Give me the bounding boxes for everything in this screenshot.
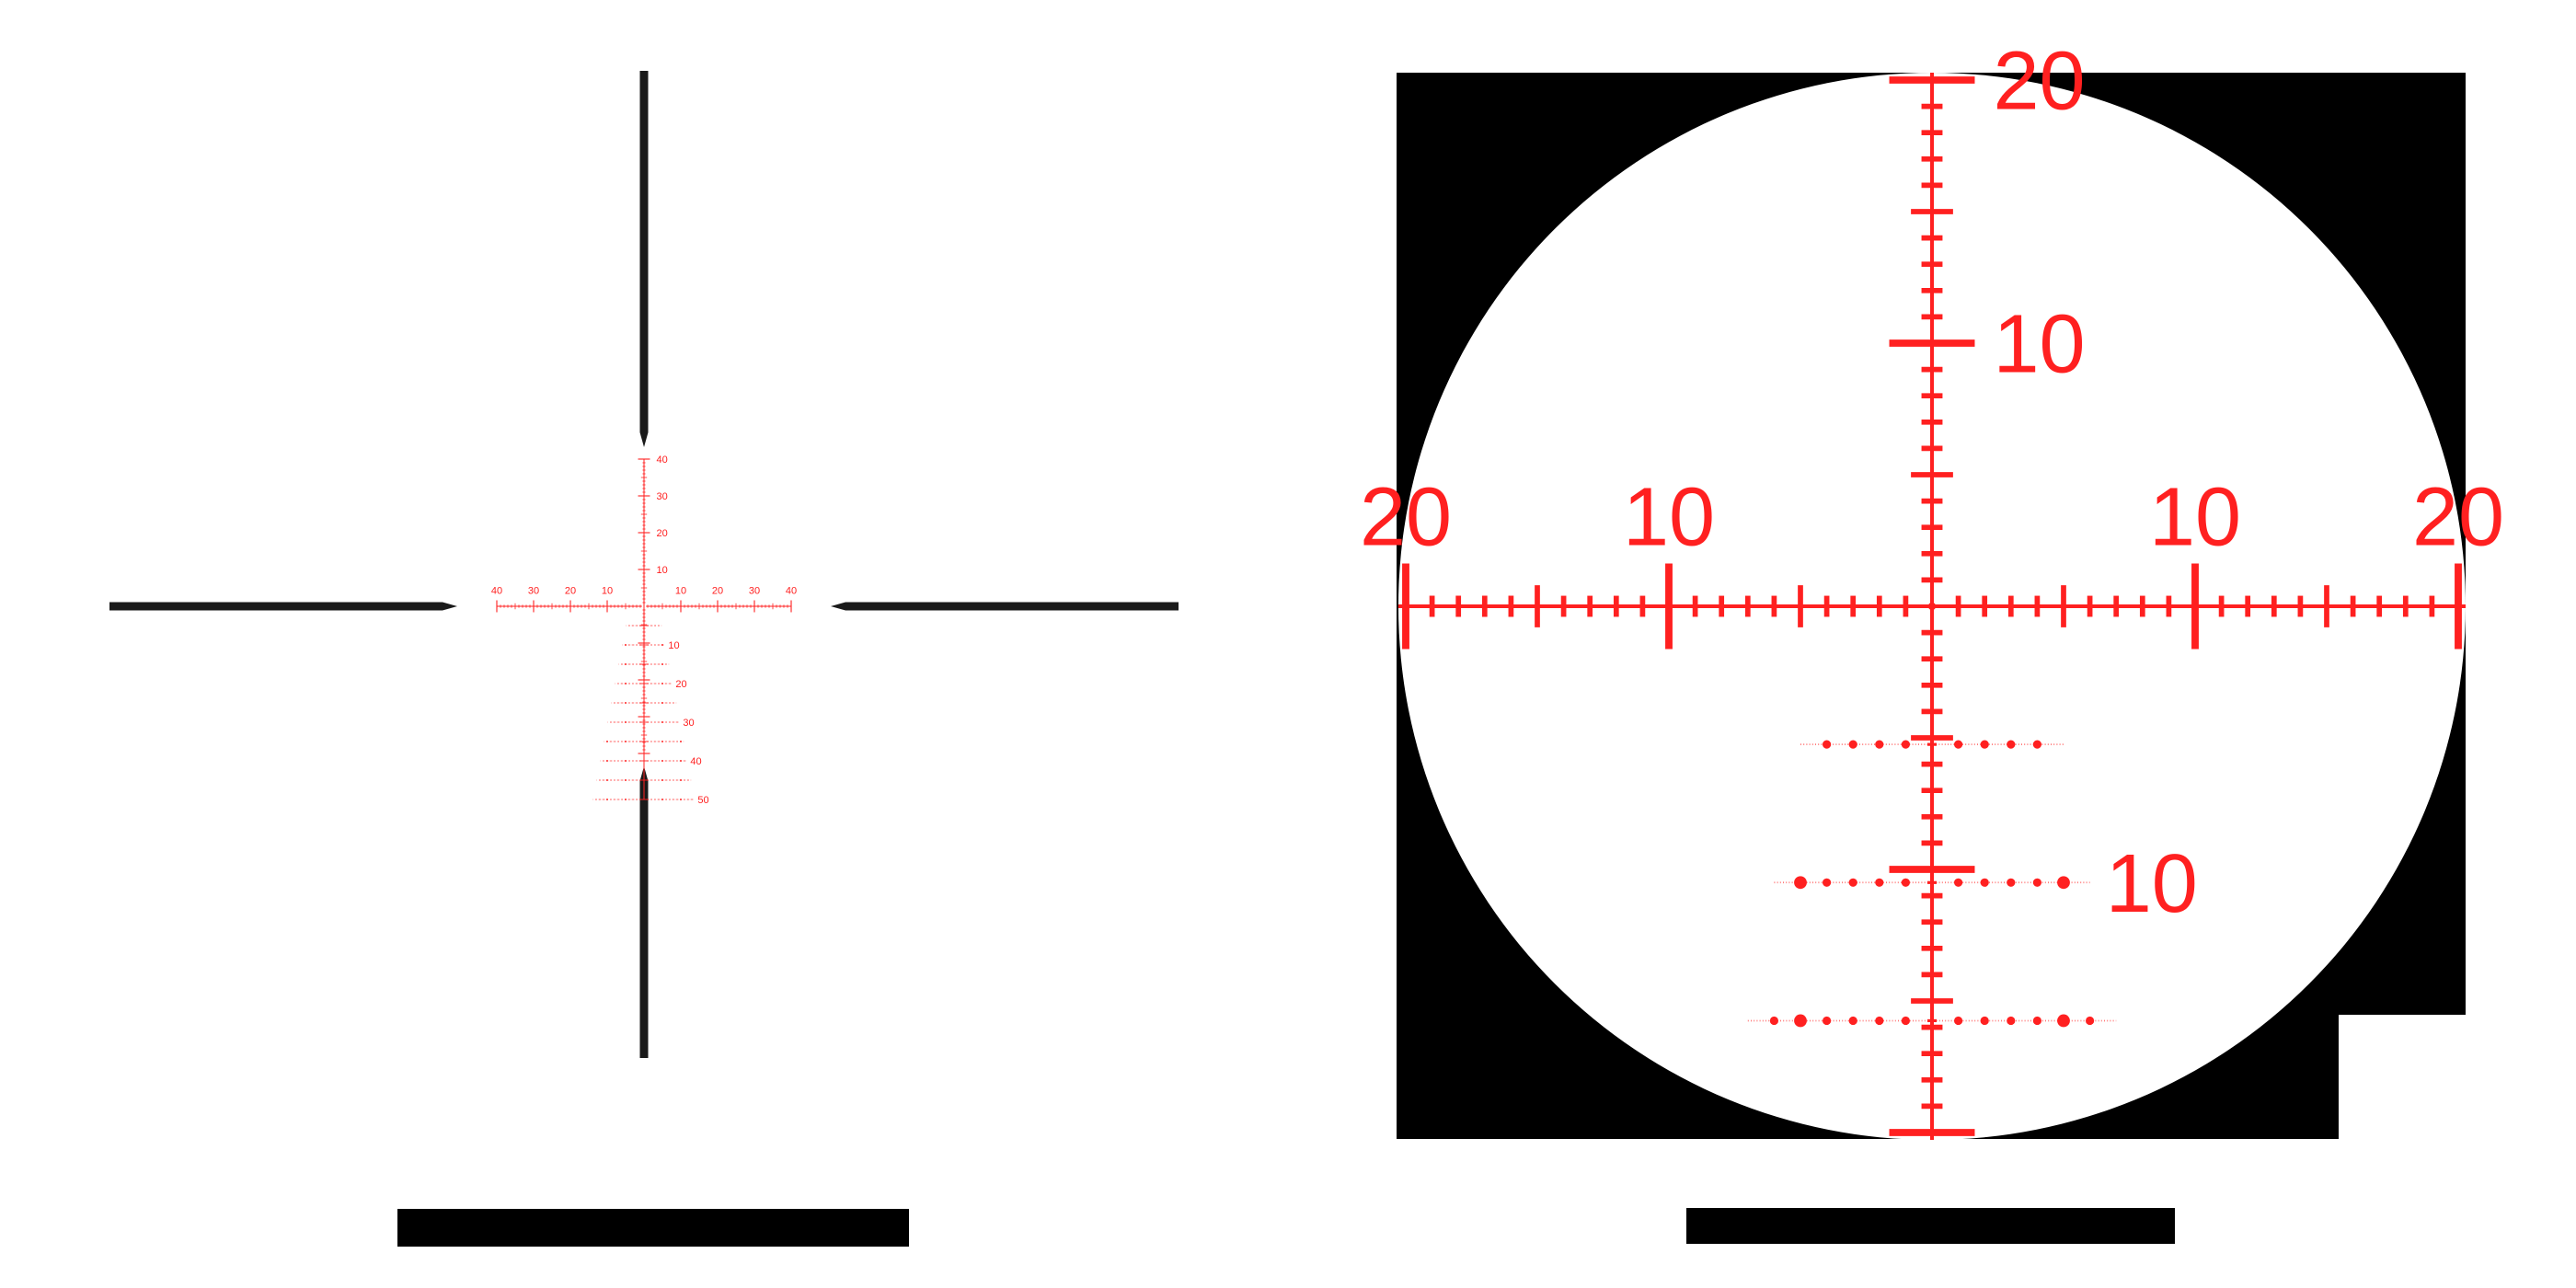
svg-text:20: 20 bbox=[1993, 36, 2085, 128]
svg-text:40: 40 bbox=[491, 586, 502, 597]
svg-text:50: 50 bbox=[697, 795, 708, 806]
svg-text:20: 20 bbox=[712, 586, 723, 597]
svg-text:30: 30 bbox=[528, 586, 539, 597]
svg-text:20: 20 bbox=[565, 586, 576, 597]
svg-text:40: 40 bbox=[657, 454, 668, 466]
svg-text:30: 30 bbox=[683, 718, 694, 729]
svg-text:20: 20 bbox=[657, 528, 668, 539]
svg-text:10: 10 bbox=[1993, 299, 2085, 391]
svg-text:10: 10 bbox=[675, 586, 686, 597]
svg-text:40: 40 bbox=[786, 586, 797, 597]
svg-text:20: 20 bbox=[675, 679, 686, 690]
svg-text:10: 10 bbox=[602, 586, 613, 597]
svg-text:10: 10 bbox=[657, 565, 668, 576]
svg-text:20: 20 bbox=[1360, 472, 1452, 564]
svg-text:20: 20 bbox=[2412, 472, 2504, 564]
svg-text:10: 10 bbox=[1623, 472, 1715, 564]
svg-text:10: 10 bbox=[2149, 472, 2241, 564]
svg-text:30: 30 bbox=[657, 491, 668, 502]
svg-text:30: 30 bbox=[749, 586, 760, 597]
svg-text:40: 40 bbox=[690, 756, 701, 767]
svg-text:10: 10 bbox=[668, 640, 679, 651]
svg-text:10: 10 bbox=[2106, 838, 2198, 930]
